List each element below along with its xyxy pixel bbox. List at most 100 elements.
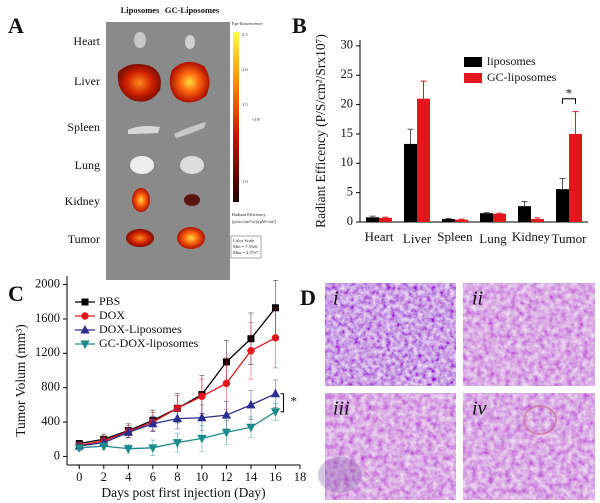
x-tick-label: 14 xyxy=(245,470,258,484)
panel-label: A xyxy=(8,13,24,38)
histology-label: ii xyxy=(472,288,483,310)
colorbar-unit-title: Radiant Efficiency xyxy=(232,212,267,217)
significance-bracket xyxy=(280,393,284,413)
histology-label: iii xyxy=(333,398,350,420)
error-bar xyxy=(496,212,503,214)
marker xyxy=(222,379,231,388)
y-tick-label: 1200 xyxy=(35,345,60,359)
histology-image xyxy=(325,283,456,386)
bar xyxy=(442,219,455,222)
histology-feature xyxy=(523,405,557,435)
marker xyxy=(197,434,207,444)
error-bar xyxy=(382,216,389,218)
marker xyxy=(221,410,232,419)
marker xyxy=(99,442,109,452)
panel-label: D xyxy=(300,285,316,310)
legend-label: liposomes xyxy=(487,54,536,68)
error-bar xyxy=(458,218,465,220)
legend-label: GC-DOX-liposomes xyxy=(99,336,199,350)
marker xyxy=(172,439,183,448)
marker xyxy=(221,428,232,438)
bar xyxy=(480,213,493,222)
y-tick-label: 25 xyxy=(341,67,354,81)
colorbar-tick: 1.5 xyxy=(242,102,248,107)
error-bar xyxy=(534,217,541,220)
marker xyxy=(74,444,84,453)
bar xyxy=(417,98,430,222)
row-label: Liver xyxy=(74,74,100,88)
y-axis-label: Tumor Volum (mm³) xyxy=(13,324,28,437)
error-bar xyxy=(369,215,376,218)
row-label: Spleen xyxy=(67,120,100,134)
y-tick-label: 5 xyxy=(347,185,353,199)
legend-label: PBS xyxy=(99,294,120,308)
color-scale-text: Color Scale xyxy=(233,238,254,243)
color-scale-text: Max = 2.57e7 xyxy=(233,250,259,255)
x-tick-label: 16 xyxy=(269,470,282,484)
x-tick-label: 0 xyxy=(76,470,82,484)
significance-mark: * xyxy=(290,394,297,409)
x-tick-label: Lung xyxy=(479,231,507,246)
y-tick-label: 20 xyxy=(341,96,354,110)
x-tick-label: 6 xyxy=(150,470,156,484)
error-bar xyxy=(420,80,427,99)
x-tick-label: 12 xyxy=(220,470,233,484)
y-axis-label: Radiant Efficency (P/S/cm²/Srx10⁷) xyxy=(313,34,328,228)
y-tick-label: 1600 xyxy=(35,311,60,325)
marker xyxy=(123,445,133,454)
marker xyxy=(246,399,256,409)
error-bar xyxy=(572,111,579,134)
y-tick-label: 0 xyxy=(54,448,60,462)
panel-label: B xyxy=(292,13,307,38)
y-tick-label: 30 xyxy=(341,38,354,52)
marker xyxy=(148,444,158,453)
legend-label: DOX-Liposomes xyxy=(99,322,182,336)
x-axis-label: Days post first injection (Day) xyxy=(101,485,265,500)
histology-image xyxy=(463,283,595,386)
colorbar-tick: 2.5 xyxy=(242,32,248,37)
marker xyxy=(123,427,133,436)
panel-label: C xyxy=(8,281,24,306)
significance-mark: * xyxy=(566,86,573,101)
error-bar xyxy=(407,128,414,144)
column-header: Liposomes xyxy=(121,5,160,15)
organ-images xyxy=(117,32,210,249)
legend-label: DOX xyxy=(99,308,125,322)
marker xyxy=(172,413,183,423)
column-header: GC-Liposomes xyxy=(165,5,220,15)
y-tick-label: 15 xyxy=(341,126,354,140)
marker xyxy=(247,347,255,355)
bar xyxy=(404,143,417,222)
colorbar-tick: 2.0 xyxy=(242,67,248,72)
x-tick-label: 10 xyxy=(196,470,209,484)
histology-label: iv xyxy=(472,398,487,420)
x-tick-label: Kidney xyxy=(512,229,551,244)
legend-swatch xyxy=(464,57,482,67)
error-bar xyxy=(521,200,528,207)
legend-marker xyxy=(81,312,89,320)
error-bar xyxy=(559,178,566,190)
y-tick-label: 2000 xyxy=(35,276,60,290)
bar xyxy=(569,133,582,222)
legend-marker xyxy=(81,298,89,306)
marker xyxy=(198,392,206,400)
legend-label: GC-liposomes xyxy=(487,70,557,84)
x-tick-label: Tumor xyxy=(552,231,588,246)
bar xyxy=(493,213,506,222)
error-bar xyxy=(445,217,452,220)
marker xyxy=(148,418,158,428)
colorbar-unit: (p/sec/cm²/sr)/(μW/cm²) xyxy=(232,219,276,224)
colorbar-tick: 1.0 xyxy=(242,179,248,184)
marker xyxy=(246,423,256,433)
x-tick-label: 18 xyxy=(294,470,307,484)
legend-marker xyxy=(80,324,90,334)
bar xyxy=(518,206,531,222)
bar xyxy=(366,217,379,222)
marker xyxy=(197,412,207,422)
x-tick-label: Liver xyxy=(403,231,432,246)
marker xyxy=(270,408,281,417)
y-tick-label: 400 xyxy=(41,414,60,428)
row-label: Heart xyxy=(73,34,100,48)
x-tick-label: 2 xyxy=(101,470,107,484)
